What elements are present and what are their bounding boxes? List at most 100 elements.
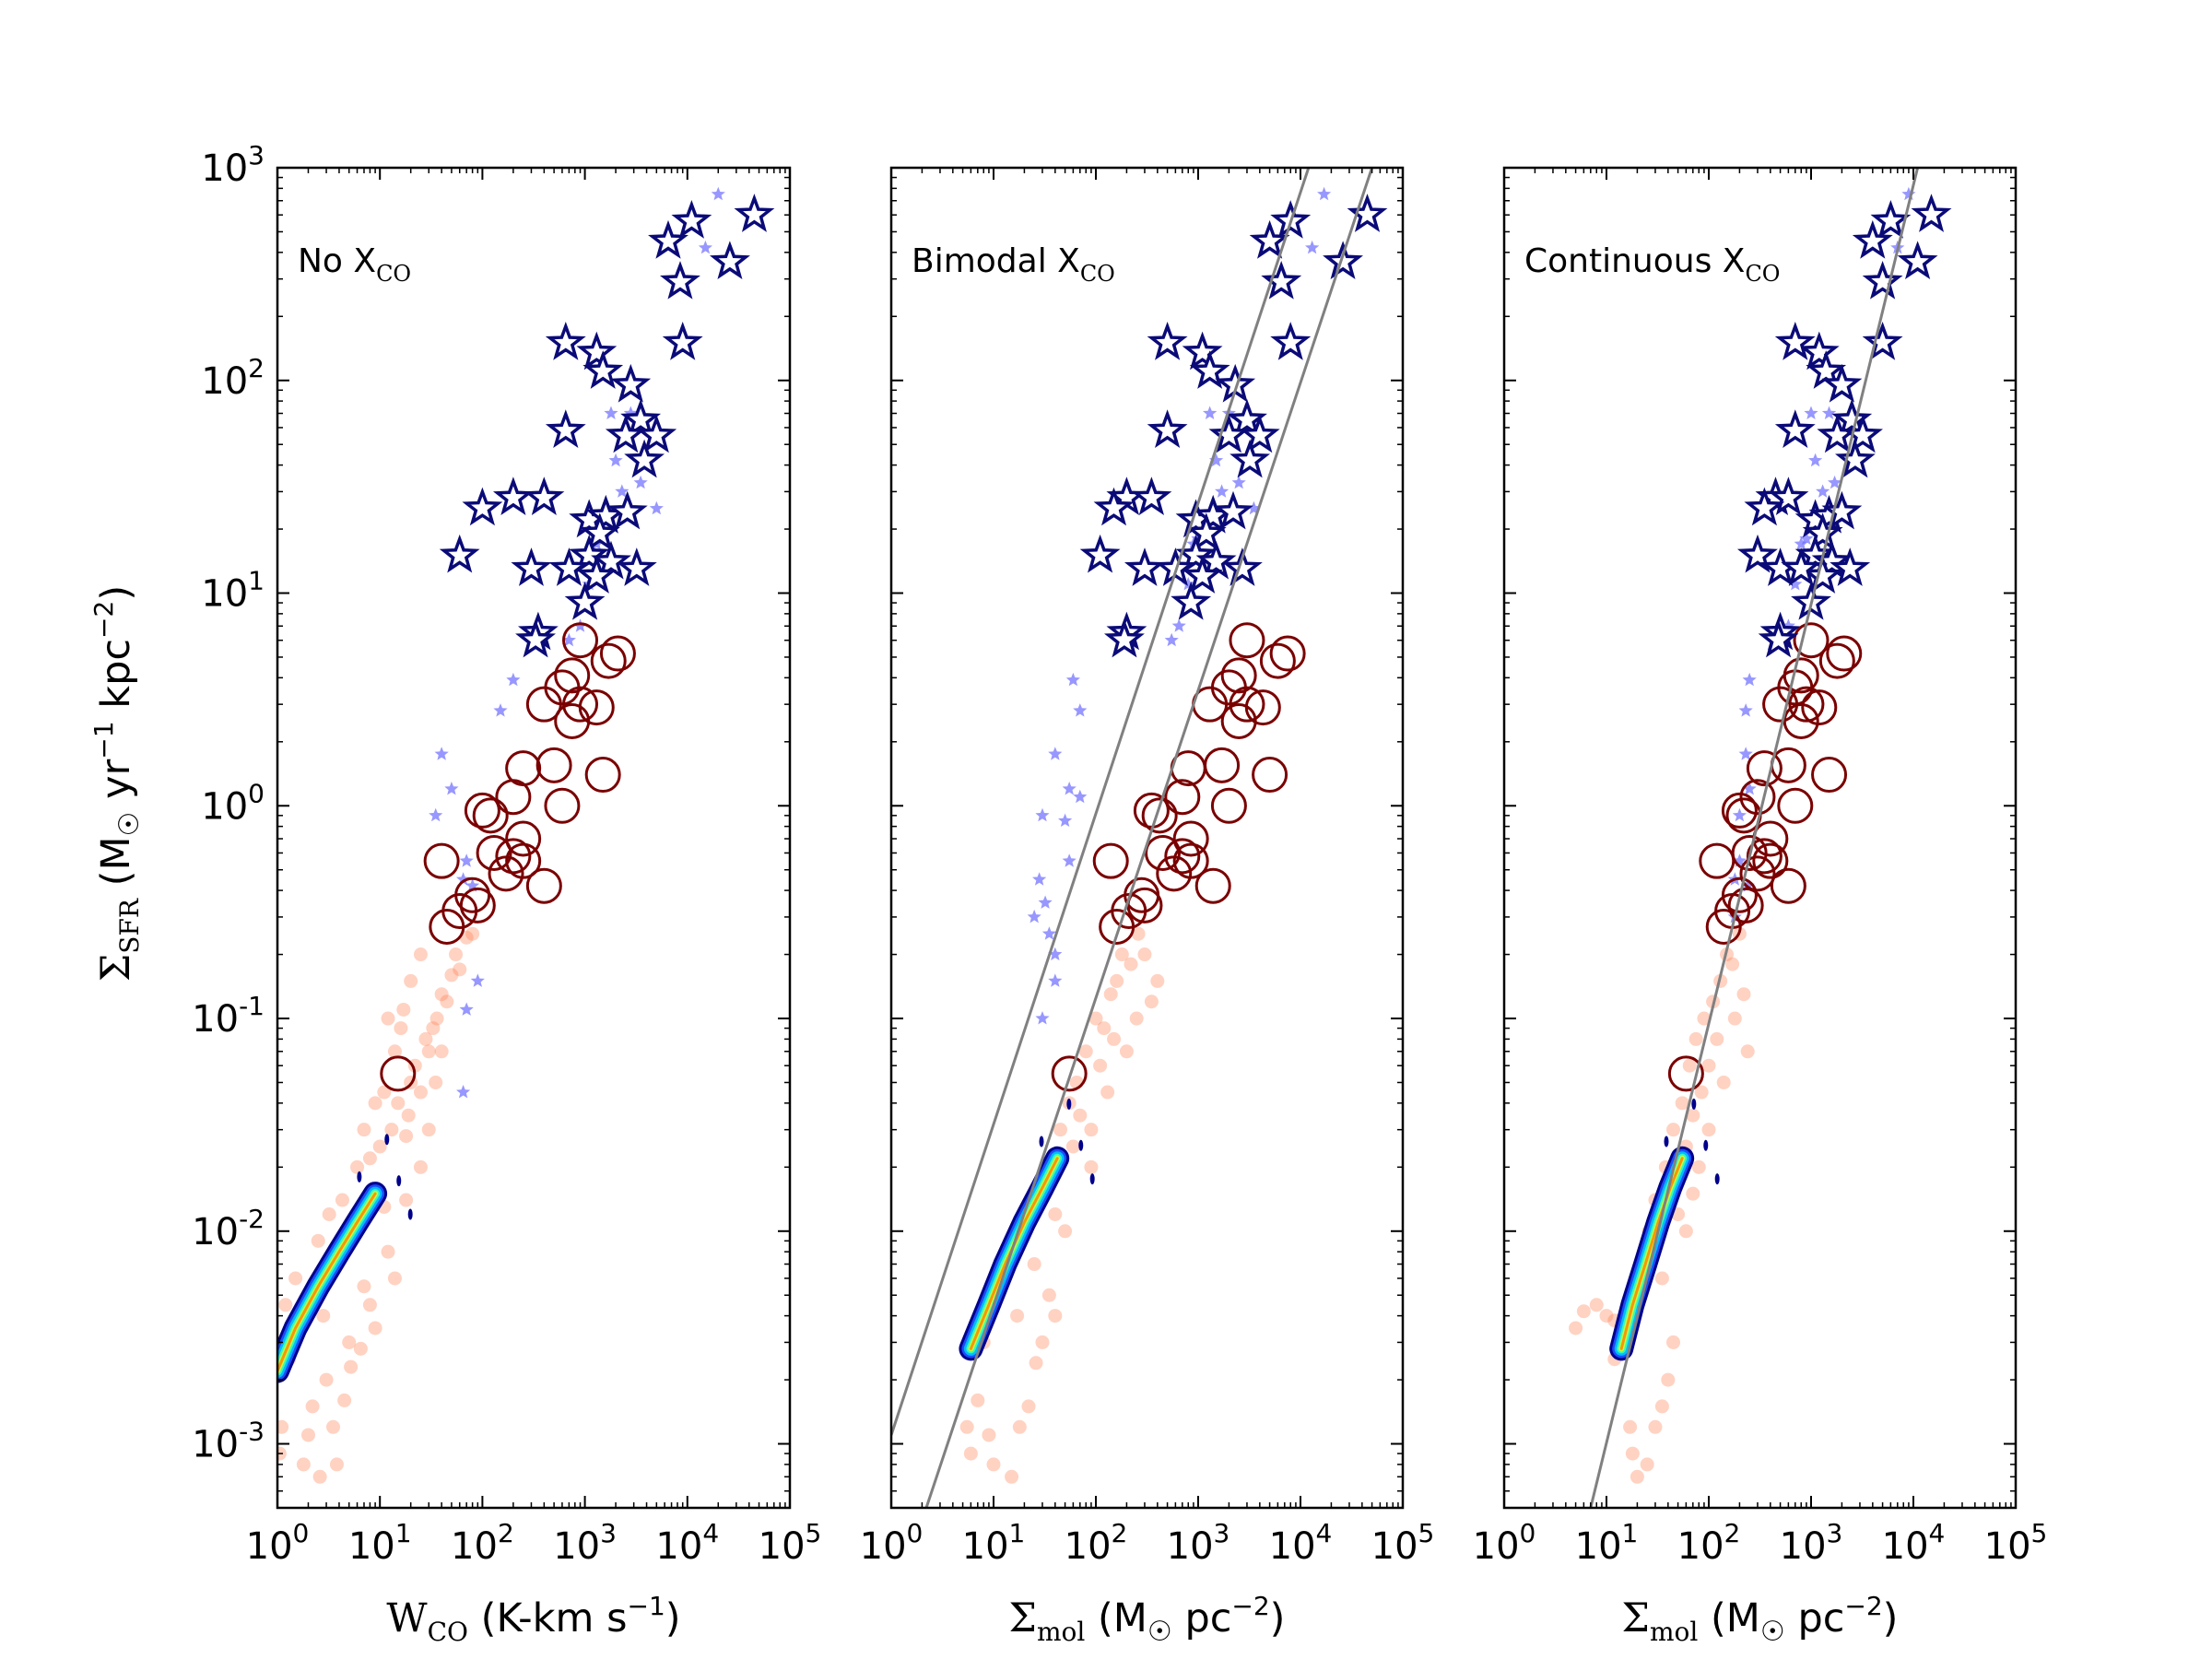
data-point xyxy=(1623,1419,1638,1434)
data-point xyxy=(426,1021,441,1036)
data-point xyxy=(662,322,703,360)
data-point xyxy=(1048,1309,1063,1324)
data-point xyxy=(1802,512,1843,551)
y-tick-label: 103 xyxy=(201,140,265,190)
data-point xyxy=(1156,855,1193,892)
x-tick-label: 102 xyxy=(1065,1518,1128,1568)
data-point xyxy=(1774,322,1816,360)
data-point xyxy=(1678,1224,1693,1239)
data-point xyxy=(1226,398,1267,438)
data-point xyxy=(277,1419,289,1434)
data-point xyxy=(456,872,471,886)
data-point xyxy=(1821,363,1863,403)
data-point xyxy=(1721,792,1758,829)
data-point xyxy=(1252,757,1288,794)
data-point xyxy=(535,747,572,783)
data-point xyxy=(1147,409,1188,449)
data-point xyxy=(1821,406,1837,419)
data-point xyxy=(1182,331,1223,371)
data-point xyxy=(615,484,629,498)
data-point xyxy=(1666,1335,1681,1349)
data-point xyxy=(1230,439,1271,478)
data-point xyxy=(1821,490,1863,530)
data-point xyxy=(344,1359,359,1374)
data-point xyxy=(1701,1123,1716,1137)
data-point xyxy=(1781,547,1822,586)
data-point xyxy=(1727,1011,1742,1026)
panels: 100 101 102 103 104 10510-310-210-11001011021… xyxy=(192,140,2047,1648)
axes-frame xyxy=(889,166,1405,1510)
data-point xyxy=(562,686,599,723)
data-point xyxy=(1021,1399,1036,1414)
data-point xyxy=(1758,618,1799,658)
data-point xyxy=(564,582,606,620)
data-point xyxy=(1065,1139,1080,1154)
data-point xyxy=(963,1446,978,1461)
data-point xyxy=(1270,322,1312,360)
fit-line xyxy=(891,168,1311,1436)
data-point xyxy=(511,547,552,586)
data-point xyxy=(1911,194,1952,232)
data-point xyxy=(1208,414,1250,453)
data-point xyxy=(440,994,454,1009)
data-point xyxy=(1736,534,1778,573)
data-point xyxy=(1705,908,1742,945)
data-point xyxy=(562,622,599,659)
data-point xyxy=(1213,490,1253,530)
data-point xyxy=(515,618,557,658)
data-point xyxy=(1788,577,1803,591)
data-point xyxy=(429,1011,444,1026)
x-tick-label: 104 xyxy=(1269,1518,1333,1568)
data-point xyxy=(1794,536,1808,550)
density-contour xyxy=(384,1134,390,1146)
y-tick-label: 10-1 xyxy=(192,991,265,1041)
x-tick-label: 105 xyxy=(1371,1518,1435,1568)
data-point xyxy=(464,792,500,829)
data-point xyxy=(1107,1031,1122,1046)
data-point xyxy=(1038,895,1053,909)
density-contour xyxy=(1066,1098,1072,1110)
data-point xyxy=(1625,1446,1640,1461)
data-point xyxy=(368,1096,382,1111)
data-point xyxy=(396,1002,411,1017)
data-point xyxy=(1736,987,1751,1002)
data-point xyxy=(1012,1419,1027,1434)
data-point xyxy=(1862,261,1903,300)
data-point xyxy=(582,350,624,389)
data-point xyxy=(1768,477,1809,516)
data-point xyxy=(1084,1159,1099,1174)
data-point xyxy=(1114,947,1129,962)
x-tick-label: 100 xyxy=(860,1518,924,1568)
data-point xyxy=(1249,219,1290,259)
data-point xyxy=(368,1321,382,1335)
data-point xyxy=(709,241,750,279)
data-point xyxy=(1246,500,1261,515)
density-contour xyxy=(1664,1135,1669,1147)
data-point xyxy=(1804,406,1818,419)
data-point xyxy=(434,747,449,760)
data-point xyxy=(734,194,775,232)
data-point xyxy=(1078,1044,1093,1059)
data-point xyxy=(316,1309,331,1324)
data-point xyxy=(1215,484,1230,498)
data-point xyxy=(1048,973,1063,987)
data-point xyxy=(1051,1055,1088,1092)
data-point xyxy=(525,867,562,904)
data-point xyxy=(362,1151,377,1166)
data-point xyxy=(1065,672,1080,687)
data-point xyxy=(1783,657,1819,694)
data-point xyxy=(505,820,542,857)
data-point xyxy=(1092,842,1129,879)
x-tick-label: 105 xyxy=(759,1518,822,1568)
data-point xyxy=(1798,331,1840,371)
data-point xyxy=(1691,1159,1706,1174)
data-point xyxy=(1347,194,1388,232)
data-point xyxy=(1103,618,1145,658)
data-point xyxy=(350,1159,365,1174)
data-point xyxy=(1194,867,1231,904)
panel-2: 100 101 102 103 104 105 Bimodal XCO Σmol (M☉ pc… xyxy=(860,166,1435,1648)
data-point xyxy=(1738,703,1753,717)
data-point xyxy=(1150,973,1165,988)
data-point xyxy=(1073,1108,1088,1123)
